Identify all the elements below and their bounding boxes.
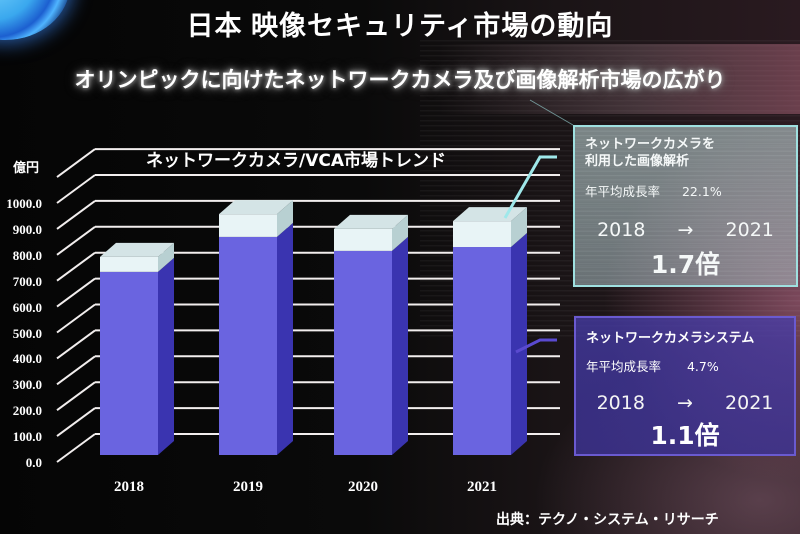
gridline-diagonal	[56, 200, 96, 230]
gridline-diagonal	[56, 329, 96, 360]
page-title: 日本 映像セキュリティ市場の動向	[186, 11, 614, 41]
bar-2021	[453, 207, 527, 455]
callout-vca-title-2: 利用した画像解析	[585, 154, 690, 169]
y-tick-label: 100.0	[12, 429, 42, 445]
gridline-diagonal	[56, 148, 96, 178]
y-tick-label: 1000.0	[6, 196, 42, 211]
y-axis-unit: 億円	[13, 161, 40, 176]
decorative-line	[529, 99, 574, 126]
callout-vca: ネットワークカメラを 利用した画像解析 年平均成長率 22.1% 2018 → …	[573, 125, 798, 287]
bar-2020	[334, 214, 408, 455]
x-tick-label: 2020	[348, 479, 378, 495]
arrow-right-icon: →	[677, 219, 694, 241]
rate-value: 22.1%	[681, 184, 722, 199]
y-tick-label: 800.0	[12, 247, 42, 263]
callout-camera-years: 2018 → 2021	[576, 392, 794, 414]
y-tick-label: 400.0	[12, 351, 42, 367]
callout-vca-rate: 年平均成長率 22.1%	[585, 181, 722, 200]
arrow-right-icon: →	[677, 392, 693, 414]
rate-label: 年平均成長率	[586, 359, 662, 374]
y-tick-label: 500.0	[12, 325, 42, 341]
callout-camera-multiplier: 1.1倍	[650, 421, 720, 450]
from-year: 2018	[597, 219, 646, 241]
gridline-diagonal	[56, 225, 96, 256]
gridline-diagonal	[56, 174, 96, 204]
callout-camera-rate: 年平均成長率 4.7%	[586, 356, 719, 375]
bar-2018	[100, 242, 174, 455]
gridline-diagonal	[56, 355, 96, 386]
y-tick-label: 600.0	[12, 299, 42, 315]
callout-vca-title-1: ネットワークカメラを	[585, 137, 716, 152]
callout-vca-multiplier: 1.7倍	[650, 250, 721, 279]
gridline-diagonal	[56, 407, 96, 437]
gridline-diagonal	[56, 433, 96, 463]
gridline-diagonal	[56, 277, 96, 308]
subtitle-band	[0, 44, 800, 114]
y-tick-label: 0.0	[25, 455, 42, 470]
to-year: 2021	[725, 392, 774, 414]
gridline-diagonal	[56, 381, 96, 412]
x-tick-label: 2019	[233, 479, 263, 495]
x-tick-label: 2021	[467, 479, 497, 495]
bar-2019	[219, 200, 293, 455]
page-subtitle: オリンピックに向けたネットワークカメラ及び画像解析市場の広がり	[74, 69, 726, 92]
y-tick-label: 200.0	[12, 403, 42, 419]
callout-camera-system: ネットワークカメラシステム 年平均成長率 4.7% 2018 → 2021 1.…	[574, 316, 796, 456]
gridline-diagonal	[56, 251, 96, 282]
callout-line-vca	[503, 155, 557, 219]
callout-camera-title: ネットワークカメラシステム	[586, 331, 755, 346]
rate-value: 4.7%	[686, 359, 719, 374]
callout-vca-years: 2018 → 2021	[575, 219, 796, 241]
x-tick-label: 2018	[114, 479, 144, 495]
rate-label: 年平均成長率	[585, 184, 661, 199]
y-tick-label: 300.0	[12, 377, 42, 393]
y-tick-label: 900.0	[12, 221, 42, 237]
y-tick-label: 700.0	[12, 273, 42, 289]
callout-line-camera	[515, 338, 557, 354]
from-year: 2018	[596, 392, 645, 414]
to-year: 2021	[725, 219, 774, 241]
gridline-diagonal	[56, 303, 96, 334]
source-citation: 出典：テクノ・システム・リサーチ	[496, 512, 719, 528]
chart-title: ネットワークカメラ/VCA市場トレンド	[146, 151, 446, 171]
